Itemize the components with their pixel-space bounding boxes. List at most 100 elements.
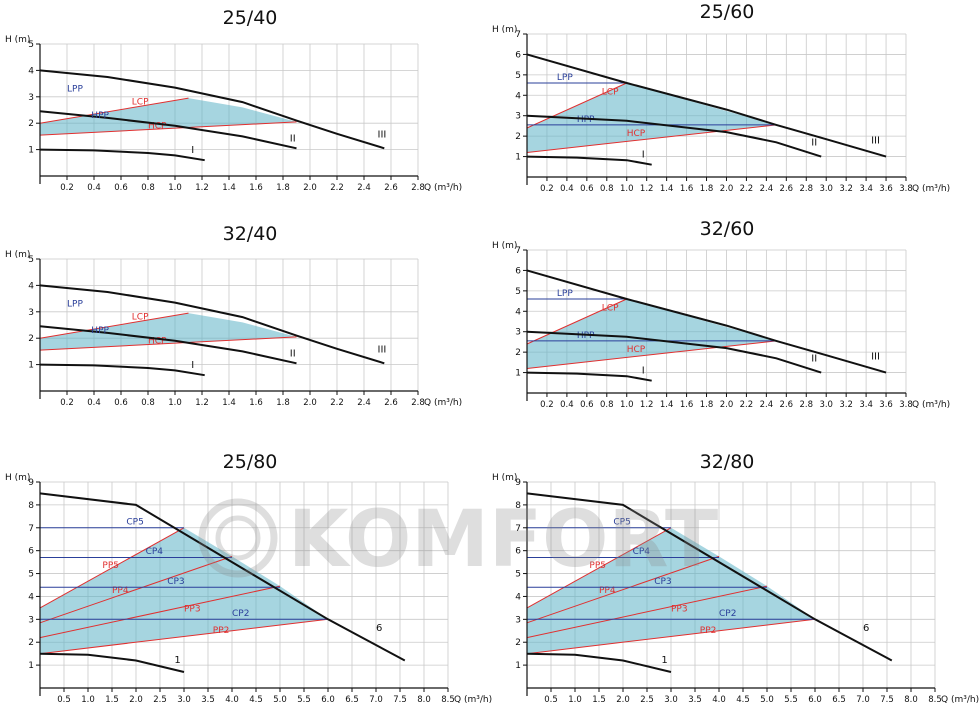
pump-curve-label: 1 xyxy=(174,655,180,666)
region-label: HPP xyxy=(91,111,109,121)
y-tick-label: 3 xyxy=(28,615,34,625)
control-line-label: LPP xyxy=(557,73,573,83)
region-label: LPP xyxy=(67,300,83,310)
control-line-label: LCP xyxy=(602,303,619,313)
pump-curve-label: 6 xyxy=(376,623,382,634)
control-line-label: CP2 xyxy=(719,609,736,619)
y-tick-label: 5 xyxy=(515,71,521,81)
x-tick-label: 1.8 xyxy=(700,184,714,194)
x-tick-label: 1.2 xyxy=(195,183,209,193)
control-line-label: HPP xyxy=(577,115,595,125)
y-tick-label: 8 xyxy=(28,501,34,511)
x-tick-label: 4.0 xyxy=(712,695,726,705)
control-line-pp5 xyxy=(39,527,185,609)
y-tick-label: 6 xyxy=(515,266,521,276)
pump-curve-label: II xyxy=(811,137,817,148)
x-tick-label: 6.0 xyxy=(808,695,822,705)
x-tick-label: 2.0 xyxy=(303,183,317,193)
x-tick-label: 0.4 xyxy=(87,183,101,193)
control-line-hcp xyxy=(39,121,297,136)
x-tick-label: 2.2 xyxy=(330,398,344,408)
y-axis-label: H (m) xyxy=(5,473,30,483)
pump-curve-iii xyxy=(526,269,887,374)
x-tick-label: 2.6 xyxy=(780,400,794,410)
x-tick-label: 2.6 xyxy=(384,398,398,408)
x-tick-label: 8.5 xyxy=(441,695,455,705)
control-line-label: CP3 xyxy=(167,577,184,587)
x-tick-label: 4.5 xyxy=(736,695,750,705)
x-tick-label: 5.0 xyxy=(760,695,774,705)
y-tick-label: 8 xyxy=(515,501,521,511)
control-line-pp4 xyxy=(39,555,233,624)
x-tick-label: 0.5 xyxy=(57,695,71,705)
x-tick-label: 1.2 xyxy=(195,398,209,408)
x-tick-label: 1.0 xyxy=(81,695,95,705)
y-axis-label: H (m) xyxy=(5,35,30,45)
x-tick-label: 2.8 xyxy=(411,183,425,193)
control-line-hcp xyxy=(526,124,777,153)
chart-grid xyxy=(40,43,419,176)
region-label: HPP xyxy=(91,326,109,336)
pump-curve-iii xyxy=(39,69,385,150)
control-line-label: LCP xyxy=(132,313,149,323)
y-tick-label: 1 xyxy=(28,661,34,671)
x-tick-label: 2.0 xyxy=(303,398,317,408)
x-tick-label: 2.8 xyxy=(799,400,813,410)
control-line-label: HCP xyxy=(627,129,646,139)
x-tick-label: 2.0 xyxy=(129,695,143,705)
x-tick-label: 3.4 xyxy=(859,400,873,410)
chart-title: 25/60 xyxy=(700,1,755,23)
y-tick-label: 7 xyxy=(515,524,521,534)
control-line-label: PP2 xyxy=(213,626,230,636)
x-tick-label: 2.8 xyxy=(411,398,425,408)
x-tick-label: 1.0 xyxy=(168,398,182,408)
control-line-label: LCP xyxy=(602,87,619,97)
pump-curve-label: III xyxy=(871,135,880,146)
x-tick-label: 1.5 xyxy=(592,695,606,705)
chart-title: 32/60 xyxy=(700,218,755,240)
pump-curve-label: II xyxy=(811,353,817,364)
pump-curve-i xyxy=(526,155,652,166)
y-tick-label: 1 xyxy=(515,369,521,379)
x-tick-label: 1.6 xyxy=(680,400,694,410)
x-tick-label: 1.4 xyxy=(660,184,674,194)
y-tick-label: 7 xyxy=(28,524,34,534)
pump-curve-ii xyxy=(39,325,297,365)
x-tick-label: 2.6 xyxy=(780,184,794,194)
x-tick-label: 0.6 xyxy=(114,183,128,193)
y-tick-label: 6 xyxy=(515,50,521,60)
x-tick-label: 1.0 xyxy=(568,695,582,705)
x-tick-label: 1.4 xyxy=(222,183,236,193)
pump-curve-label: 6 xyxy=(863,623,869,634)
pump-curve-label: III xyxy=(378,130,387,141)
x-tick-label: 7.5 xyxy=(880,695,894,705)
control-line-label: PP4 xyxy=(112,586,129,596)
pump-curve-6 xyxy=(526,492,893,662)
y-tick-label: 7 xyxy=(515,30,521,40)
x-tick-label: 2.4 xyxy=(357,398,371,408)
y-tick-label: 5 xyxy=(515,287,521,297)
y-tick-label: 2 xyxy=(515,638,521,648)
x-tick-label: 0.8 xyxy=(141,183,155,193)
chart-grid xyxy=(527,33,907,177)
x-axis-label: Q (m³/h) xyxy=(941,695,979,705)
control-line-label: PP4 xyxy=(599,586,616,596)
operating-region xyxy=(40,313,297,351)
y-tick-label: 5 xyxy=(28,40,34,50)
operating-region xyxy=(40,98,297,136)
pump-curve-ii xyxy=(526,330,822,374)
y-tick-label: 3 xyxy=(515,328,521,338)
x-tick-label: 2.8 xyxy=(799,184,813,194)
x-tick-label: 0.4 xyxy=(87,398,101,408)
x-axis-label: Q (m³/h) xyxy=(424,398,462,408)
y-tick-label: 3 xyxy=(28,308,34,318)
y-tick-label: 4 xyxy=(515,91,521,101)
control-line-pp4 xyxy=(526,555,720,624)
y-tick-label: 2 xyxy=(515,132,521,142)
